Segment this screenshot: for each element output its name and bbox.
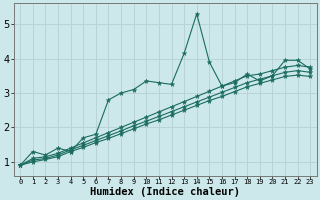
X-axis label: Humidex (Indice chaleur): Humidex (Indice chaleur): [90, 186, 240, 197]
